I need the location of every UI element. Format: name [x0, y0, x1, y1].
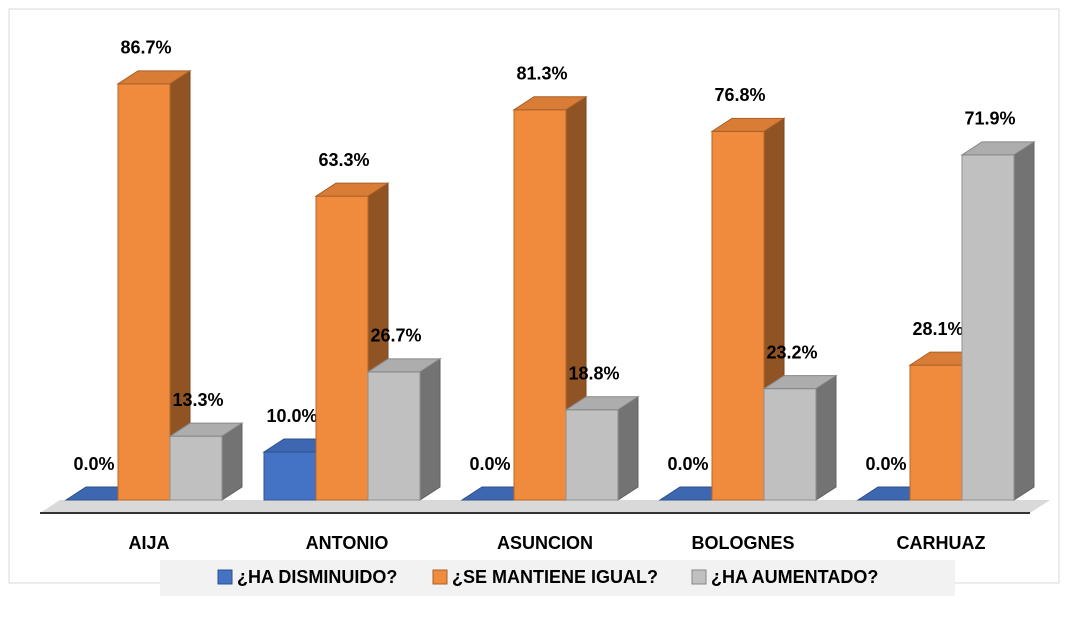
data-label: 0.0% [469, 454, 510, 474]
bar-front [513, 109, 567, 501]
x-tick-label: ANTONIO [306, 533, 389, 553]
legend-label: ¿HA DISMINUIDO? [237, 567, 397, 587]
bar-front [367, 371, 421, 501]
data-label: 76.8% [714, 85, 765, 105]
data-label: 81.3% [516, 64, 567, 84]
legend-box [160, 560, 955, 596]
bar-side [815, 374, 837, 501]
bar [512, 95, 588, 501]
data-label: 18.8% [568, 364, 619, 384]
bar-front [711, 130, 765, 501]
legend-swatch [217, 569, 233, 585]
data-label: 10.0% [266, 406, 317, 426]
bar-top [512, 96, 588, 111]
bar-top [366, 358, 442, 373]
bar-side [1013, 140, 1035, 501]
bar-front [565, 409, 619, 501]
data-label: 26.7% [370, 326, 421, 346]
data-label: 71.9% [964, 109, 1015, 129]
legend-label: ¿HA AUMENTADO? [711, 567, 878, 587]
bar [564, 395, 640, 501]
data-label: 86.7% [120, 38, 171, 58]
data-label: 28.1% [912, 319, 963, 339]
data-label: 63.3% [318, 150, 369, 170]
x-tick-label: CARHUAZ [897, 533, 986, 553]
bar-side [419, 357, 441, 501]
bar-front [763, 388, 817, 501]
x-tick-label: ASUNCION [497, 533, 593, 553]
legend-swatch [691, 569, 707, 585]
bar-front [909, 364, 963, 501]
legend-label: ¿SE MANTIENE IGUAL? [452, 567, 658, 587]
bar-front [263, 451, 317, 501]
legend-swatch [432, 569, 448, 585]
data-label: 0.0% [667, 454, 708, 474]
bar-front [117, 83, 171, 501]
bar [960, 140, 1036, 501]
bar [366, 357, 442, 501]
bar-top [116, 70, 192, 85]
bar-top [564, 396, 640, 411]
data-label: 23.2% [766, 342, 817, 362]
bar-top [960, 141, 1036, 156]
bar-top [314, 182, 390, 197]
bar-front [961, 154, 1015, 501]
bar-front [169, 435, 223, 501]
floor [40, 500, 1050, 513]
bar-top [168, 422, 244, 437]
data-label: 0.0% [865, 454, 906, 474]
bar-top [762, 375, 838, 390]
data-label: 0.0% [73, 454, 114, 474]
x-tick-label: AIJA [128, 533, 169, 553]
x-tick-label: BOLOGNES [691, 533, 794, 553]
bar-side [617, 395, 639, 501]
data-label: 13.3% [172, 390, 223, 410]
bar-front [315, 195, 369, 501]
bar [762, 374, 838, 501]
bar-top [710, 117, 786, 132]
bar [168, 422, 244, 501]
